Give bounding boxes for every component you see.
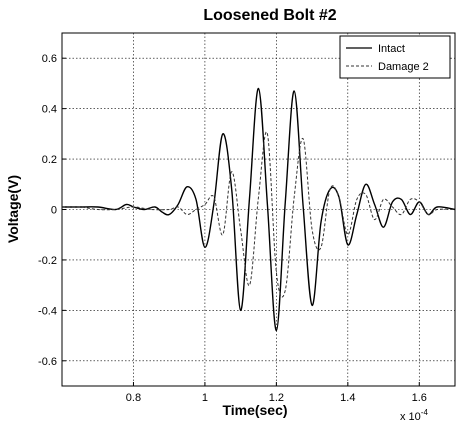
x-tick-label: 1.6 (412, 392, 427, 404)
y-tick-label: 0 (51, 205, 57, 217)
grid-lines (62, 33, 455, 386)
series-lines (61, 87, 456, 332)
y-tick-label: 0.4 (42, 104, 57, 116)
series-line-damage-2 (61, 131, 456, 298)
x-axis-label: Time(sec) (222, 402, 287, 418)
x-multiplier-exponent: -4 (421, 408, 429, 417)
legend-box (339, 35, 451, 79)
legend: Intact Damage 2 (339, 35, 451, 79)
y-tick-label: -0.6 (38, 356, 57, 368)
x-tick-label: 1.4 (340, 392, 355, 404)
y-tick-label: 0.6 (42, 53, 57, 65)
legend-label-intact: Intact (378, 43, 405, 55)
x-tick-label: 1.2 (269, 392, 284, 404)
x-axis-ticks: 0.8 1 1.2 1.4 1.6 (126, 382, 427, 404)
y-axis-ticks: -0.6 -0.4 -0.2 0 0.2 0.4 0.6 (38, 53, 66, 368)
y-axis-label: Voltage(V) (5, 175, 21, 243)
y-tick-label: -0.4 (38, 305, 57, 317)
legend-label-damage: Damage 2 (378, 61, 429, 73)
x-tick-label: 1 (202, 392, 208, 404)
x-axis-multiplier: x 10-4 (400, 408, 428, 423)
y-tick-label: 0.2 (42, 154, 57, 166)
chart-title: Loosened Bolt #2 (203, 7, 336, 24)
series-line-intact (61, 87, 456, 332)
y-tick-label: -0.2 (38, 255, 57, 267)
x-multiplier-base: x 10 (400, 411, 421, 423)
svg-text:x 10-4: x 10-4 (400, 408, 428, 423)
x-tick-label: 0.8 (126, 392, 141, 404)
